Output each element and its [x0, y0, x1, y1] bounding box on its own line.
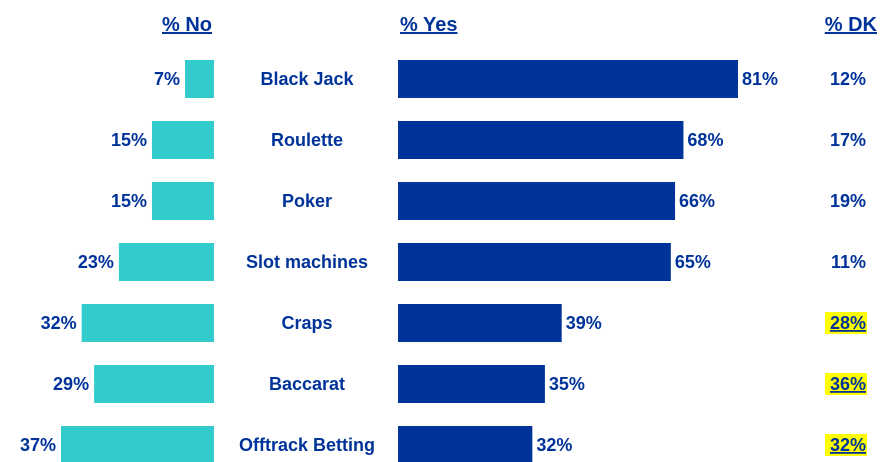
yes-value-label: 68% [687, 130, 723, 150]
yes-value-label: 32% [536, 435, 572, 455]
yes-value-label: 35% [549, 374, 585, 394]
dk-value-label: 32% [830, 435, 866, 455]
no-bar [151, 121, 214, 159]
yes-value-label: 39% [566, 313, 602, 333]
no-value-label: 29% [53, 374, 89, 394]
chart-row: 15% Poker 66% 19% [111, 182, 866, 220]
category-label: Roulette [271, 130, 343, 150]
no-value-label: 23% [78, 252, 114, 272]
yes-bar [398, 60, 738, 98]
yes-bar [398, 365, 545, 403]
chart-row: 37% Offtrack Betting 32% 32% [20, 426, 867, 462]
no-value-label: 15% [111, 191, 147, 211]
chart-row: 32% Craps 39% 28% [41, 304, 867, 342]
no-value-label: 32% [41, 313, 77, 333]
category-label: Poker [282, 191, 332, 211]
no-bar [118, 243, 214, 281]
category-label: Baccarat [269, 374, 345, 394]
no-value-label: 15% [111, 130, 147, 150]
no-bar [151, 182, 214, 220]
no-bar [185, 60, 214, 98]
dk-value-label: 17% [830, 130, 866, 150]
yes-bar [398, 426, 533, 462]
yes-value-label: 81% [742, 69, 778, 89]
dk-highlight [825, 312, 867, 334]
chart-row: 29% Baccarat 35% 36% [53, 365, 867, 403]
yes-value-label: 65% [675, 252, 711, 272]
dk-value-label: 28% [830, 313, 866, 333]
no-bar [81, 304, 214, 342]
category-label: Offtrack Betting [239, 435, 375, 455]
dk-value-label: 36% [830, 374, 866, 394]
yes-value-label: 66% [679, 191, 715, 211]
column-headers: % No % Yes % DK [162, 14, 878, 36]
dk-value-label: 19% [830, 191, 866, 211]
yes-bar [398, 121, 684, 159]
category-label: Black Jack [260, 69, 354, 89]
dk-value-label: 12% [830, 69, 866, 89]
yes-bar [398, 304, 562, 342]
no-value-label: 7% [154, 69, 180, 89]
chart-rows: 7% Black Jack 81% 12% 15% Roulette 68% 17% 15% Po… [20, 60, 867, 462]
yes-bar [398, 243, 671, 281]
category-label: Slot machines [246, 252, 368, 272]
no-value-label: 37% [20, 435, 56, 455]
chart-row: 15% Roulette 68% 17% [111, 121, 866, 159]
dk-highlight [825, 434, 867, 456]
header-no: % No [162, 14, 212, 36]
no-bar [94, 365, 214, 403]
yes-bar [398, 182, 676, 220]
no-bar [61, 426, 214, 462]
dk-highlight [825, 373, 867, 395]
header-dk: % DK [825, 14, 878, 36]
dk-value-label: 11% [831, 252, 866, 272]
header-yes: % Yes [400, 14, 457, 36]
chart-row: 23% Slot machines 65% 11% [78, 243, 866, 281]
category-label: Craps [281, 313, 332, 333]
chart-row: 7% Black Jack 81% 12% [154, 60, 866, 98]
